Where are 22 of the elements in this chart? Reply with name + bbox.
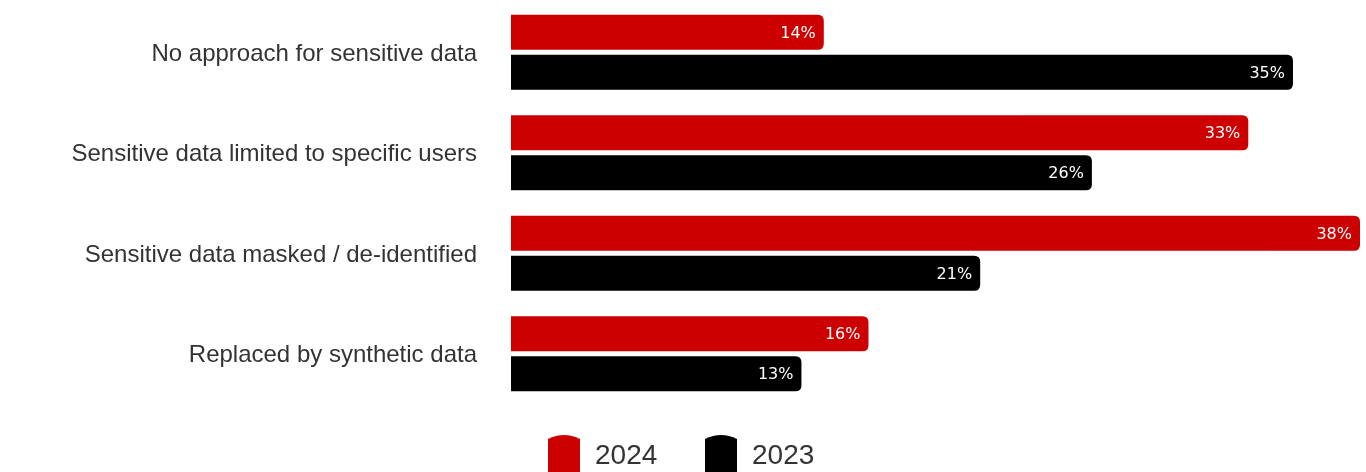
y-tick-label: No approach for sensitive data — [151, 38, 478, 66]
data-label: 26% — [1048, 163, 1084, 183]
bar — [511, 316, 869, 352]
y-tick-label: Sensitive data limited to specific users — [71, 139, 477, 167]
data-label: 14% — [780, 22, 816, 42]
data-label: 21% — [936, 263, 973, 283]
data-label: 35% — [1249, 62, 1285, 82]
data-label: 16% — [824, 324, 861, 344]
bar — [511, 356, 802, 392]
bar — [511, 215, 1360, 251]
legend-label: 2024 — [595, 439, 658, 471]
legend-label: 2023 — [752, 439, 815, 471]
bar — [511, 14, 824, 50]
y-tick-label: Sensitive data masked / de-identified — [84, 239, 477, 267]
data-label: 13% — [757, 364, 794, 384]
bar — [511, 54, 1293, 90]
bar — [511, 115, 1249, 151]
data-label: 33% — [1204, 123, 1241, 143]
bar — [511, 155, 1092, 191]
y-tick-label: Replaced by synthetic data — [188, 340, 478, 368]
bar — [511, 255, 981, 291]
data-label: 38% — [1316, 223, 1352, 243]
